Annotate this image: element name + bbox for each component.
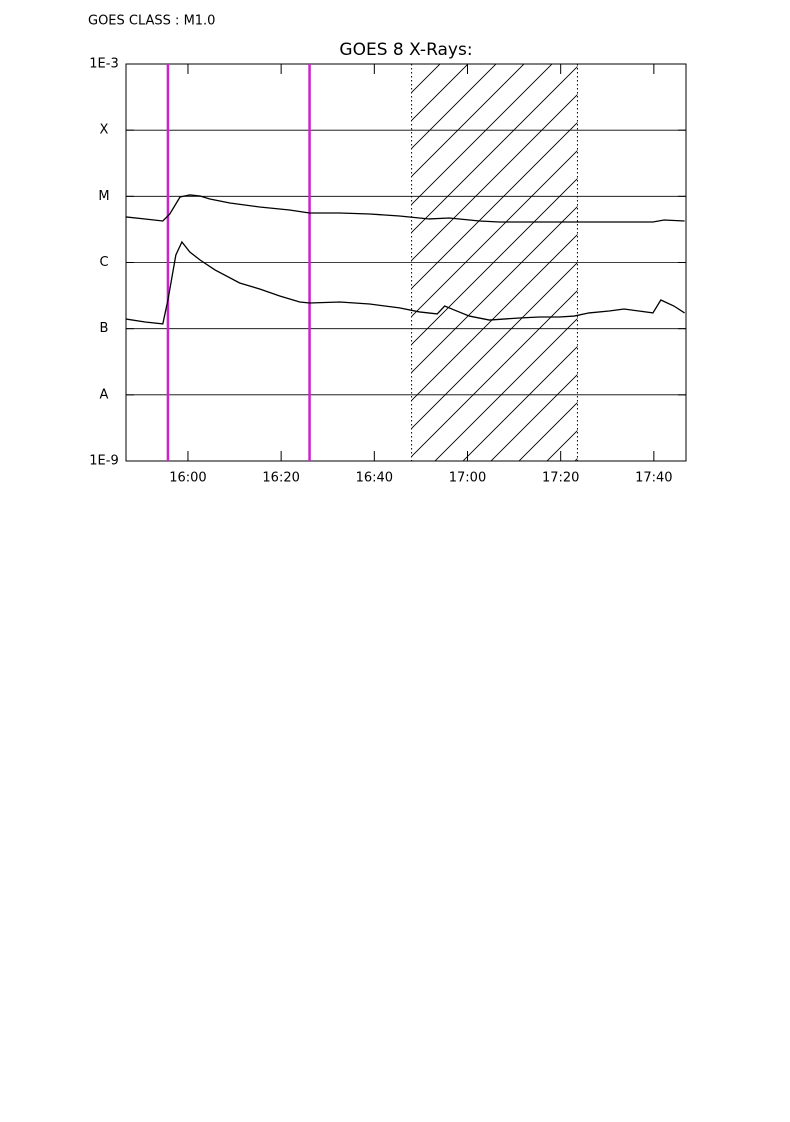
flux-line — [125, 194, 685, 223]
chart-title: GOES 8 X-Rays: — [339, 40, 472, 60]
y-tick-label: A — [100, 387, 109, 402]
y-tick-label: M — [98, 189, 109, 204]
x-tick-label: 17:40 — [635, 471, 672, 486]
goes-class: GOES CLASS : M1.0 — [88, 14, 215, 29]
y-tick-label: X — [100, 123, 109, 138]
x-tick-label: 17:20 — [542, 471, 579, 486]
y-tick-label: 1E-3 — [89, 57, 118, 72]
x-tick-label: 17:00 — [449, 471, 486, 486]
x-tick-label: 16:20 — [262, 471, 299, 486]
y-tick-label: 1E-9 — [89, 454, 118, 469]
x-tick-label: 16:00 — [169, 471, 206, 486]
x-tick-label: 16:40 — [356, 471, 393, 486]
plot-frame — [125, 63, 687, 462]
y-tick-label: C — [99, 255, 108, 270]
y-tick-label: B — [100, 321, 109, 336]
flux-line — [125, 240, 685, 325]
